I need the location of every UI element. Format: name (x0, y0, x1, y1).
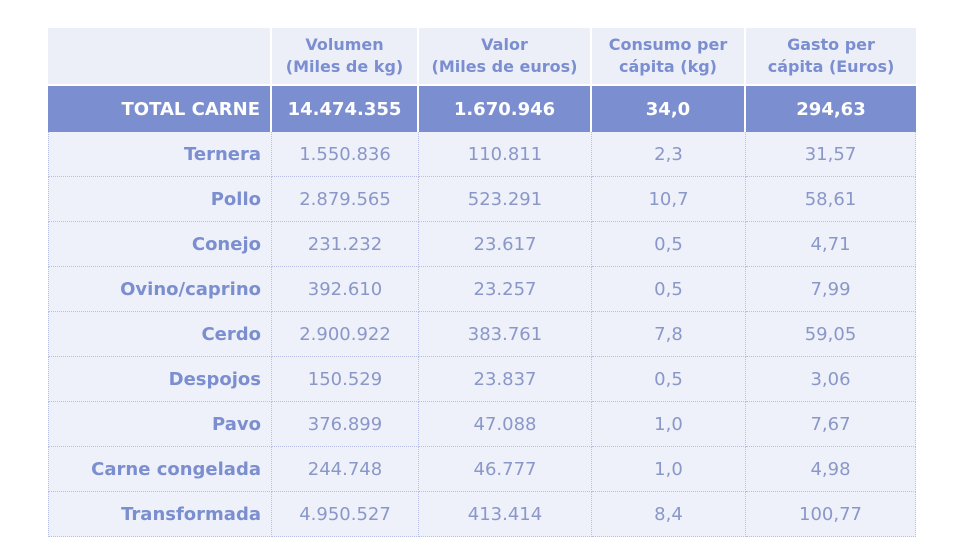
table-row: Ovino/caprino 392.610 23.257 0,5 7,99 (48, 267, 916, 312)
row-label: Ovino/caprino (48, 267, 272, 312)
row-valor: 47.088 (419, 402, 592, 447)
row-consumo: 0,5 (592, 267, 746, 312)
row-volumen: 1.550.836 (272, 132, 419, 177)
row-gasto: 4,71 (746, 222, 916, 267)
header-row: Volumen (Miles de kg) Valor (Miles de eu… (48, 28, 916, 84)
row-consumo: 1,0 (592, 447, 746, 492)
row-valor: 23.837 (419, 357, 592, 402)
table-row: Ternera 1.550.836 110.811 2,3 31,57 (48, 132, 916, 177)
header-volumen-line2: (Miles de kg) (285, 57, 404, 76)
header-empty-cell (48, 28, 272, 84)
row-gasto: 7,99 (746, 267, 916, 312)
row-consumo: 0,5 (592, 222, 746, 267)
row-valor: 23.617 (419, 222, 592, 267)
row-volumen: 231.232 (272, 222, 419, 267)
row-volumen: 4.950.527 (272, 492, 419, 537)
header-consumo-line2: cápita (kg) (619, 57, 717, 76)
header-volumen-line1: Volumen (305, 35, 384, 54)
header-volumen: Volumen (Miles de kg) (272, 28, 419, 84)
header-consumo-line1: Consumo per (608, 35, 728, 54)
header-gasto-line2: cápita (Euros) (767, 57, 895, 76)
table-row: Despojos 150.529 23.837 0,5 3,06 (48, 357, 916, 402)
header-valor: Valor (Miles de euros) (419, 28, 592, 84)
row-valor: 523.291 (419, 177, 592, 222)
meat-consumption-table: Volumen (Miles de kg) Valor (Miles de eu… (48, 28, 916, 537)
total-row: TOTAL CARNE 14.474.355 1.670.946 34,0 29… (48, 84, 916, 132)
table-header: Volumen (Miles de kg) Valor (Miles de eu… (48, 28, 916, 84)
total-gasto: 294,63 (746, 84, 916, 132)
row-valor: 23.257 (419, 267, 592, 312)
total-label: TOTAL CARNE (48, 84, 272, 132)
row-label: Conejo (48, 222, 272, 267)
table-body: TOTAL CARNE 14.474.355 1.670.946 34,0 29… (48, 84, 916, 537)
row-consumo: 1,0 (592, 402, 746, 447)
row-consumo: 2,3 (592, 132, 746, 177)
header-valor-line1: Valor (481, 35, 528, 54)
row-label: Ternera (48, 132, 272, 177)
row-label: Despojos (48, 357, 272, 402)
header-gasto-line1: Gasto per (787, 35, 875, 54)
row-volumen: 150.529 (272, 357, 419, 402)
row-volumen: 244.748 (272, 447, 419, 492)
row-gasto: 59,05 (746, 312, 916, 357)
row-volumen: 376.899 (272, 402, 419, 447)
row-label: Pavo (48, 402, 272, 447)
row-consumo: 10,7 (592, 177, 746, 222)
total-volumen: 14.474.355 (272, 84, 419, 132)
row-label: Pollo (48, 177, 272, 222)
table-row: Pollo 2.879.565 523.291 10,7 58,61 (48, 177, 916, 222)
total-consumo: 34,0 (592, 84, 746, 132)
table-row: Conejo 231.232 23.617 0,5 4,71 (48, 222, 916, 267)
row-gasto: 3,06 (746, 357, 916, 402)
row-volumen: 2.900.922 (272, 312, 419, 357)
table-row: Carne congelada 244.748 46.777 1,0 4,98 (48, 447, 916, 492)
row-gasto: 31,57 (746, 132, 916, 177)
row-gasto: 100,77 (746, 492, 916, 537)
table-row: Transformada 4.950.527 413.414 8,4 100,77 (48, 492, 916, 537)
header-consumo: Consumo per cápita (kg) (592, 28, 746, 84)
row-volumen: 392.610 (272, 267, 419, 312)
row-valor: 110.811 (419, 132, 592, 177)
table-row: Pavo 376.899 47.088 1,0 7,67 (48, 402, 916, 447)
table-row: Cerdo 2.900.922 383.761 7,8 59,05 (48, 312, 916, 357)
header-valor-line2: (Miles de euros) (431, 57, 578, 76)
row-gasto: 4,98 (746, 447, 916, 492)
row-consumo: 8,4 (592, 492, 746, 537)
header-gasto: Gasto per cápita (Euros) (746, 28, 916, 84)
row-label: Cerdo (48, 312, 272, 357)
row-consumo: 0,5 (592, 357, 746, 402)
row-valor: 46.777 (419, 447, 592, 492)
row-valor: 383.761 (419, 312, 592, 357)
row-gasto: 58,61 (746, 177, 916, 222)
row-valor: 413.414 (419, 492, 592, 537)
total-valor: 1.670.946 (419, 84, 592, 132)
row-volumen: 2.879.565 (272, 177, 419, 222)
row-label: Transformada (48, 492, 272, 537)
row-gasto: 7,67 (746, 402, 916, 447)
row-label: Carne congelada (48, 447, 272, 492)
row-consumo: 7,8 (592, 312, 746, 357)
